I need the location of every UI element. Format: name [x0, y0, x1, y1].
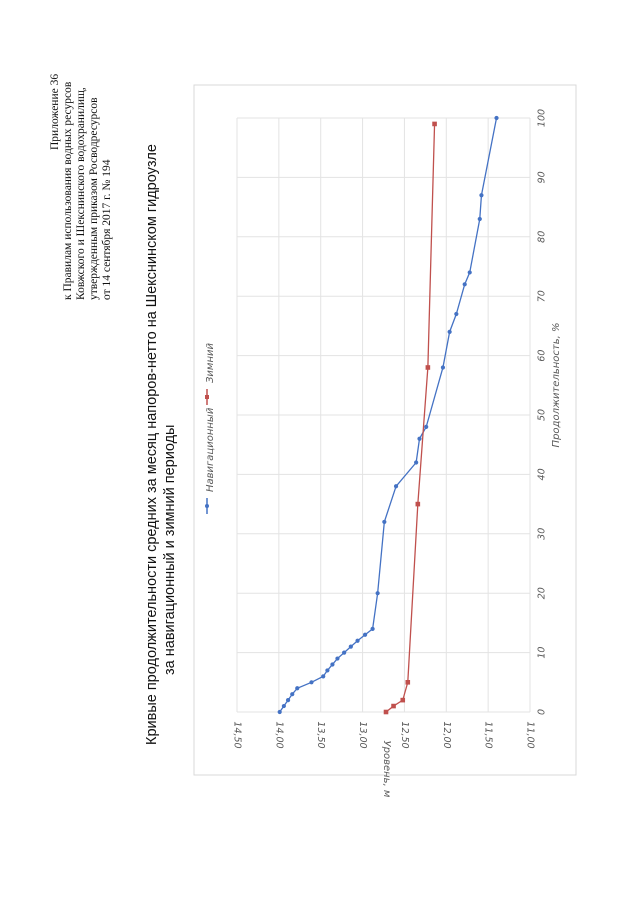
x-tick-label: 40: [537, 468, 548, 480]
chart-frame: [193, 84, 577, 776]
data-point: [417, 436, 422, 441]
x-tick-label: 30: [537, 528, 548, 540]
series-line-1: [385, 123, 436, 713]
data-point: [391, 703, 396, 709]
legend-label-navigational: Навигационный: [205, 407, 216, 492]
legend-label-winter: Зимний: [205, 343, 216, 383]
data-point: [362, 632, 368, 637]
data-point: [414, 460, 419, 465]
x-tick-label: 70: [537, 290, 548, 302]
data-point: [321, 674, 326, 679]
data-point: [383, 709, 389, 715]
y-tick-label: 14,50: [232, 721, 243, 748]
data-point: [309, 680, 314, 685]
data-point: [342, 650, 347, 655]
data-point: [432, 121, 437, 127]
y-tick-label: 11,50: [483, 721, 494, 748]
data-point: [295, 686, 300, 691]
data-point: [462, 282, 467, 287]
legend: Навигационный Зимний: [205, 343, 216, 514]
data-point: [382, 519, 387, 525]
legend-marker-navigational: [205, 504, 209, 508]
data-point: [425, 365, 431, 370]
data-point: [447, 329, 452, 334]
y-tick-label: 14,00: [273, 721, 284, 748]
x-tick-label: 20: [537, 587, 548, 599]
data-point: [424, 424, 429, 429]
y-tick-label: 11,00: [525, 721, 536, 748]
x-tick-label: 80: [537, 231, 548, 243]
data-point: [290, 692, 295, 697]
data-point: [405, 680, 411, 685]
data-point: [400, 697, 406, 703]
x-tick-label: 60: [537, 350, 548, 362]
data-point: [325, 668, 330, 673]
data-point: [330, 662, 335, 667]
x-tick-label: 90: [537, 171, 548, 183]
y-tick-label: 13,00: [357, 721, 368, 748]
legend-marker-winter: [205, 395, 209, 399]
data-point: [440, 365, 446, 370]
x-tick-label: 100: [537, 109, 548, 127]
x-tick-label: 10: [537, 647, 548, 659]
data-point: [355, 638, 360, 643]
data-point: [454, 311, 459, 317]
data-point: [335, 656, 340, 661]
data-point: [479, 193, 484, 198]
x-tick-label: 50: [537, 409, 548, 421]
data-point: [370, 626, 375, 631]
y-tick-label: 13,50: [315, 721, 326, 748]
y-axis-label: Уровень, м: [381, 741, 392, 798]
data-point: [375, 591, 380, 596]
y-tick-label: 12,00: [441, 721, 452, 748]
data-point: [277, 709, 282, 715]
x-tick-label: 0: [537, 709, 548, 715]
data-point: [415, 501, 421, 507]
y-tick-label: 12,50: [399, 721, 410, 748]
data-point: [494, 115, 499, 121]
data-point: [467, 270, 472, 275]
data-point: [281, 703, 286, 709]
x-axis-label: Продолжительность, %: [551, 323, 562, 448]
data-point: [393, 484, 399, 489]
data-point: [285, 698, 291, 703]
data-point: [477, 216, 482, 222]
data-point: [348, 644, 353, 649]
